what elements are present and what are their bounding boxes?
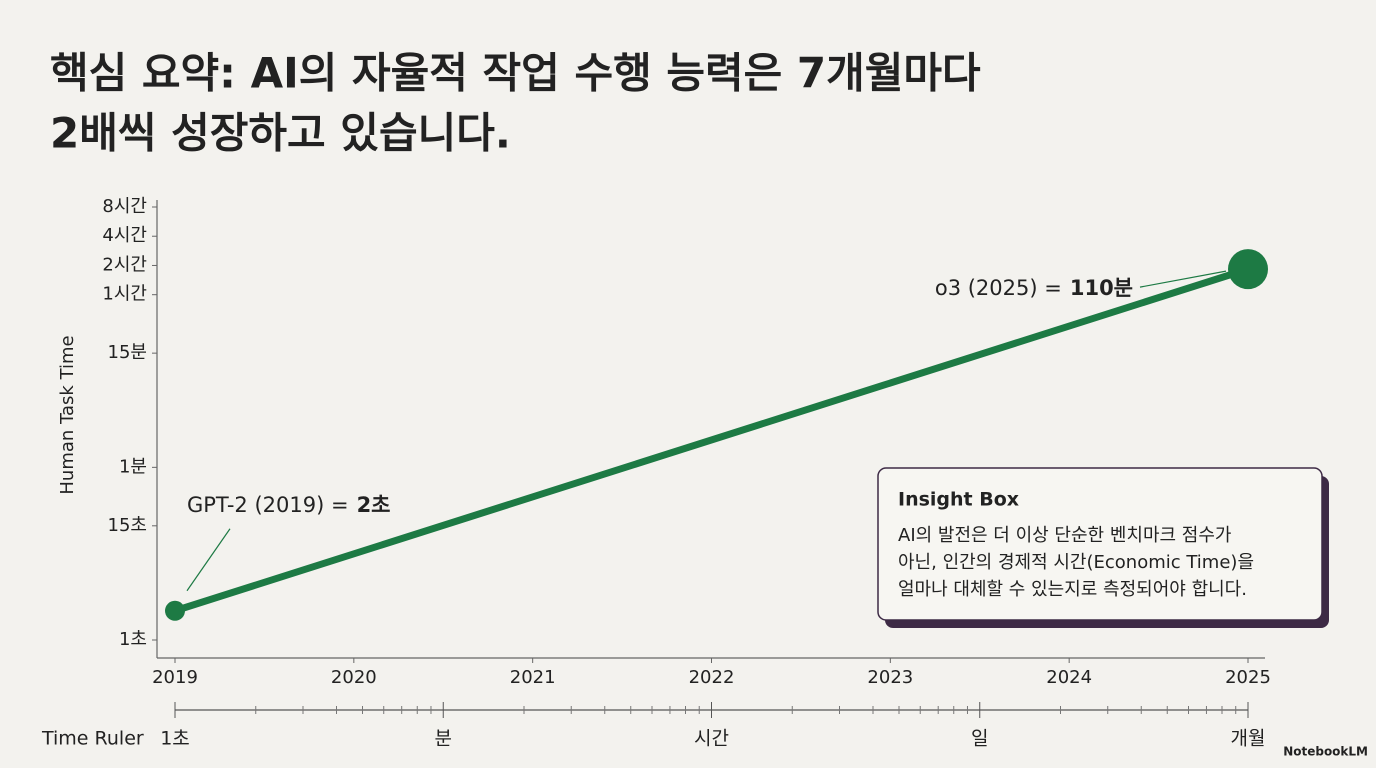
ruler-mark-label: 일 bbox=[971, 728, 988, 750]
data-point bbox=[165, 600, 185, 621]
box-line: 아닌, 인간의 경제적 시간(Economic Time)을 bbox=[898, 552, 1254, 573]
box-line: 얼마나 대체할 수 있는지로 측정되어야 합니다. bbox=[898, 579, 1247, 600]
annotation: GPT-2 (2019) = 2초 bbox=[187, 493, 391, 517]
y-tick-label: 1초 bbox=[119, 629, 147, 650]
y-tick-label: 1시간 bbox=[102, 284, 147, 305]
y-tick-label: 8시간 bbox=[102, 196, 147, 217]
x-tick-label: 2019 bbox=[152, 667, 198, 688]
data-point bbox=[1228, 249, 1268, 290]
ruler-mark-label: 1초 bbox=[160, 728, 190, 750]
box-line: AI의 발전은 더 이상 단순한 벤치마크 점수가 bbox=[898, 525, 1231, 546]
title-line: 2배씩 성장하고 있습니다. bbox=[50, 109, 511, 158]
y-tick-label: 15초 bbox=[108, 515, 147, 536]
y-tick-label: 1분 bbox=[119, 456, 147, 477]
series-line bbox=[171, 265, 1252, 615]
value-label: 110분 bbox=[1070, 276, 1133, 300]
insight-box: Insight Box bbox=[877, 467, 1329, 628]
ruler-mark-label: 개월 bbox=[1231, 728, 1266, 750]
ruler-label: Time Ruler bbox=[41, 728, 144, 750]
box bbox=[877, 467, 1323, 621]
ruler-mark-label: 분 bbox=[435, 728, 452, 750]
title-line: 핵심 요약: AI의 자율적 작업 수행 능력은 7개월마다 bbox=[50, 49, 981, 98]
y-tick-label: 2시간 bbox=[102, 254, 147, 275]
x-tick-label: 2024 bbox=[1046, 667, 1092, 688]
value-label: 2초 bbox=[357, 493, 391, 517]
x-tick-label: 2023 bbox=[867, 667, 913, 688]
y-tick-label: 4시간 bbox=[102, 225, 147, 246]
box-title: Insight Box bbox=[898, 489, 1019, 511]
ruler-mark-label: 시간 bbox=[694, 728, 729, 750]
x-tick-label: 2022 bbox=[689, 667, 735, 688]
annotation-text: GPT-2 (2019) = bbox=[187, 493, 349, 517]
footer: NotebookLM bbox=[1283, 745, 1368, 759]
x-tick-label: 2021 bbox=[510, 667, 556, 688]
x-tick-label: 2020 bbox=[331, 667, 377, 688]
annotation-leader bbox=[1139, 270, 1227, 288]
annotation-leader bbox=[186, 528, 231, 592]
y-axis-label: Human Task Time bbox=[57, 335, 78, 494]
annotation: o3 (2025) = 110분 bbox=[935, 276, 1133, 300]
annotation-text: o3 (2025) = bbox=[935, 276, 1062, 300]
y-tick-label: 15분 bbox=[108, 342, 147, 363]
x-tick-label: 2025 bbox=[1225, 667, 1271, 688]
